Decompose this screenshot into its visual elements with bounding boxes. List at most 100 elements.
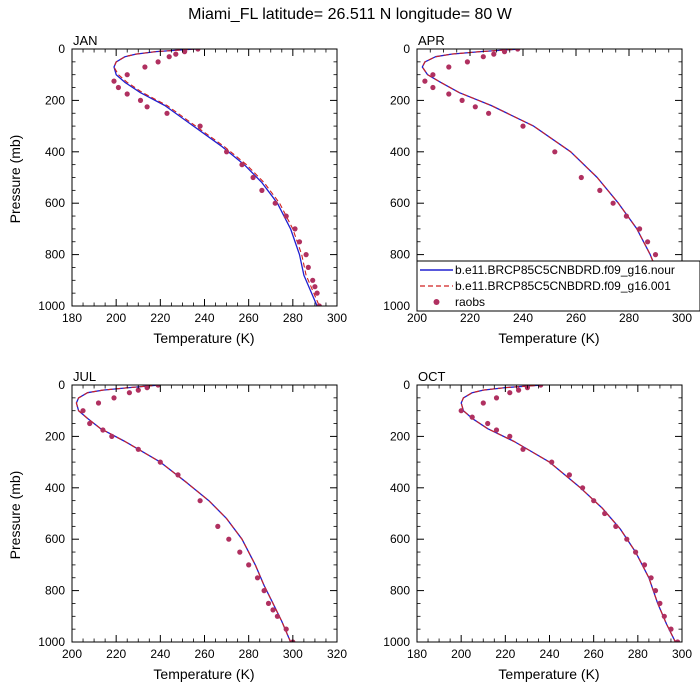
raobs-point-apr xyxy=(430,72,436,78)
panel-jan-content: 180 200 220 240 260 280 300 0 200 400 600 800 1000 xyxy=(38,42,347,325)
raobs-point-jan xyxy=(239,162,245,168)
raobs-point-oct xyxy=(591,498,597,504)
raobs-point-apr xyxy=(623,213,629,219)
panel-label-apr: APR xyxy=(418,33,445,48)
x-tick-label-jul: 200 xyxy=(62,647,82,661)
raobs-point-jul xyxy=(197,498,203,504)
x-tick-label-jan: 220 xyxy=(150,311,170,325)
x-tick-label-apr: 280 xyxy=(619,311,639,325)
raobs-point-jul xyxy=(215,523,221,529)
raobs-point-oct xyxy=(657,600,663,606)
raobs-point-jan xyxy=(124,72,130,78)
x-tick-label-apr: 260 xyxy=(566,311,586,325)
raobs-point-jan xyxy=(144,104,150,110)
raobs-point-jan xyxy=(173,51,179,57)
figure-title: Miami_FL latitude= 26.511 N longitude= 8… xyxy=(188,6,513,23)
raobs-point-oct xyxy=(652,588,659,594)
x-tick-label-oct: 260 xyxy=(584,647,604,661)
y-tick-label-oct: 1000 xyxy=(383,635,410,649)
y-tick-label-oct: 400 xyxy=(390,481,410,495)
y-tick-label-jan: 400 xyxy=(45,145,65,159)
raobs-point-oct xyxy=(493,395,500,401)
x-tick-label-jul: 280 xyxy=(239,647,259,661)
raobs-point-apr xyxy=(464,59,470,65)
raobs-point-apr xyxy=(472,104,478,110)
chart-jul: 200 220 240 260 280 300 320 0 200 400 600 800 1000 J… xyxy=(7,369,347,682)
raobs-point-jan xyxy=(115,84,121,91)
raobs-point-jul xyxy=(175,472,181,478)
y-tick-label-apr: 0 xyxy=(403,42,410,56)
raobs-point-jan xyxy=(182,49,188,55)
plot-frame-jul xyxy=(71,384,338,643)
y-tick-label-jul: 400 xyxy=(45,481,65,495)
raobs-point-apr xyxy=(480,54,486,60)
y-tick-label-jan: 0 xyxy=(58,42,65,56)
raobs-point-jan xyxy=(272,200,278,206)
y-tick-label-jan: 600 xyxy=(45,196,65,210)
x-tick-label-oct: 240 xyxy=(539,647,559,661)
raobs-point-jul xyxy=(237,549,243,555)
model-line-jan xyxy=(113,49,318,306)
raobs-point-jan xyxy=(164,110,170,116)
y-tick-label-jul: 1000 xyxy=(38,635,65,649)
y-tick-label-jan: 200 xyxy=(45,93,65,107)
y-tick-label-oct: 600 xyxy=(390,532,410,546)
x-axis-label-jan: Temperature (K) xyxy=(153,330,254,346)
legend: b.e11.BRCP85C5CNBDRD.f09_g16.nour b.e11.… xyxy=(416,260,700,312)
y-tick-label-jul: 0 xyxy=(58,378,65,392)
raobs-point-oct xyxy=(675,639,681,642)
raobs-point-jan xyxy=(316,303,322,306)
chart-oct: 180 200 220 240 260 280 300 0 200 400 600 800 1000 O… xyxy=(383,369,692,682)
raobs-point-jan xyxy=(111,78,117,84)
plot-frame-oct xyxy=(416,384,683,643)
raobs-point-apr xyxy=(578,174,584,181)
legend-label-model-dash: b.e11.BRCP85C5CNBDRD.f09_g16.001 xyxy=(455,279,671,293)
y-tick-label-jul: 200 xyxy=(45,429,65,443)
raobs-point-oct xyxy=(507,433,513,439)
raobs-point-oct xyxy=(566,472,572,478)
raobs-point-apr xyxy=(552,149,558,155)
raobs-point-apr xyxy=(515,49,521,52)
x-tick-label-jul: 300 xyxy=(283,647,303,661)
raobs-point-jan xyxy=(303,252,309,258)
y-tick-label-jan: 1000 xyxy=(38,299,65,313)
raobs-point-apr xyxy=(645,239,651,245)
raobs-point-oct xyxy=(624,536,630,542)
panel-oct-content: 180 200 220 240 260 280 300 0 200 400 600 800 1000 xyxy=(383,378,692,661)
x-tick-label-jul: 240 xyxy=(150,647,170,661)
y-tick-label-jul: 800 xyxy=(45,584,65,598)
raobs-point-apr xyxy=(652,252,659,258)
raobs-point-apr xyxy=(430,84,436,91)
y-axis-label-jan: Pressure (mb) xyxy=(7,135,23,224)
raobs-point-jul xyxy=(144,385,150,391)
raobs-point-jul xyxy=(126,390,132,396)
raobs-point-jan xyxy=(166,54,172,60)
raobs-point-apr xyxy=(422,78,428,84)
raobs-point-jul xyxy=(100,427,106,433)
model-dash-line-jan xyxy=(113,49,320,306)
y-tick-label-oct: 800 xyxy=(390,584,410,598)
x-tick-label-jan: 280 xyxy=(283,311,303,325)
x-tick-label-apr: 240 xyxy=(513,311,533,325)
raobs-point-apr xyxy=(486,110,492,116)
raobs-point-jan xyxy=(292,226,298,232)
legend-label-raobs: raobs xyxy=(455,295,485,309)
model-dash-line-jul xyxy=(75,385,292,642)
model-line-jul xyxy=(75,385,292,642)
raobs-point-jul xyxy=(246,562,252,568)
x-tick-label-oct: 280 xyxy=(628,647,648,661)
raobs-point-jan xyxy=(310,277,316,283)
x-tick-label-jan: 300 xyxy=(327,311,347,325)
raobs-point-apr xyxy=(610,200,616,206)
x-axis-label-oct: Temperature (K) xyxy=(498,666,599,682)
raobs-point-oct xyxy=(580,485,586,491)
raobs-point-jul xyxy=(135,446,141,452)
raobs-point-jul xyxy=(135,387,141,393)
raobs-point-jul xyxy=(270,607,276,613)
x-tick-label-jul: 320 xyxy=(327,647,347,661)
raobs-point-jul xyxy=(283,626,289,632)
raobs-point-jul xyxy=(111,395,117,401)
y-axis-label-jul: Pressure (mb) xyxy=(7,471,23,560)
raobs-point-jan xyxy=(197,123,203,129)
